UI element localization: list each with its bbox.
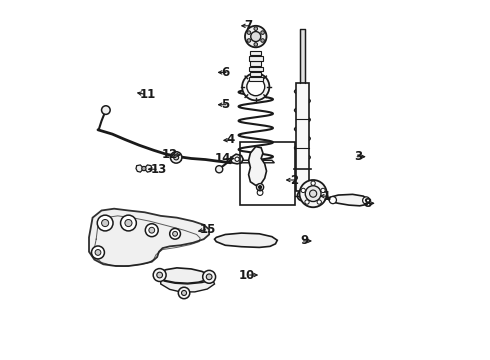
Circle shape — [311, 181, 315, 185]
Circle shape — [181, 291, 187, 296]
Ellipse shape — [238, 237, 245, 244]
Circle shape — [259, 186, 262, 189]
Text: 8: 8 — [363, 197, 371, 210]
Bar — [250, 61, 262, 66]
Circle shape — [247, 31, 251, 35]
Text: 4: 4 — [226, 133, 235, 146]
Bar — [248, 67, 263, 71]
Circle shape — [101, 220, 109, 226]
Polygon shape — [144, 165, 152, 172]
Circle shape — [97, 215, 113, 231]
Polygon shape — [327, 194, 368, 206]
Bar — [250, 51, 262, 55]
Circle shape — [206, 274, 212, 280]
Circle shape — [297, 191, 307, 201]
Circle shape — [247, 39, 251, 42]
Circle shape — [299, 180, 327, 207]
Circle shape — [173, 155, 179, 160]
Circle shape — [216, 166, 223, 173]
Circle shape — [178, 287, 190, 299]
Circle shape — [256, 184, 264, 191]
Circle shape — [149, 227, 155, 233]
Text: 10: 10 — [239, 269, 255, 282]
Circle shape — [261, 31, 265, 35]
Polygon shape — [161, 279, 215, 292]
Circle shape — [247, 78, 265, 96]
Circle shape — [321, 188, 325, 193]
Circle shape — [235, 157, 239, 161]
Polygon shape — [237, 160, 274, 163]
Circle shape — [171, 152, 182, 163]
Bar — [250, 72, 262, 76]
Bar — [296, 83, 309, 191]
Circle shape — [305, 200, 309, 204]
Circle shape — [125, 220, 132, 226]
Bar — [240, 142, 295, 205]
Circle shape — [142, 166, 146, 171]
Circle shape — [251, 32, 261, 41]
Circle shape — [92, 246, 104, 259]
Circle shape — [146, 224, 158, 237]
Circle shape — [254, 27, 258, 31]
Text: 2: 2 — [290, 174, 298, 186]
Text: 1: 1 — [323, 190, 331, 203]
Circle shape — [101, 106, 110, 114]
Circle shape — [157, 272, 163, 278]
Bar — [300, 30, 305, 83]
Text: 6: 6 — [221, 66, 229, 79]
Circle shape — [95, 249, 101, 255]
Text: 14: 14 — [215, 152, 231, 165]
Polygon shape — [136, 165, 144, 172]
Circle shape — [153, 269, 166, 282]
Text: 11: 11 — [139, 88, 155, 101]
Ellipse shape — [225, 237, 232, 244]
Polygon shape — [231, 154, 243, 164]
Polygon shape — [248, 147, 267, 185]
Circle shape — [363, 197, 370, 204]
Circle shape — [254, 42, 258, 46]
Circle shape — [329, 197, 337, 204]
Text: 3: 3 — [354, 150, 362, 163]
Text: 7: 7 — [245, 19, 252, 32]
Bar — [172, 155, 181, 160]
Bar — [248, 77, 263, 81]
Circle shape — [203, 270, 216, 283]
Text: 13: 13 — [151, 163, 167, 176]
Text: 12: 12 — [161, 148, 177, 161]
Circle shape — [261, 39, 265, 42]
Circle shape — [305, 186, 321, 202]
Polygon shape — [215, 233, 277, 247]
Bar — [248, 56, 263, 60]
Circle shape — [172, 231, 177, 236]
Polygon shape — [89, 209, 209, 266]
Circle shape — [301, 188, 305, 193]
Circle shape — [317, 200, 321, 204]
Polygon shape — [157, 268, 209, 283]
Text: 9: 9 — [300, 234, 309, 247]
Circle shape — [310, 190, 317, 197]
Circle shape — [170, 228, 180, 239]
Circle shape — [245, 26, 267, 47]
Circle shape — [242, 73, 270, 100]
Circle shape — [121, 215, 136, 231]
Text: 5: 5 — [221, 98, 229, 111]
Text: 15: 15 — [200, 222, 217, 236]
Ellipse shape — [252, 237, 259, 244]
